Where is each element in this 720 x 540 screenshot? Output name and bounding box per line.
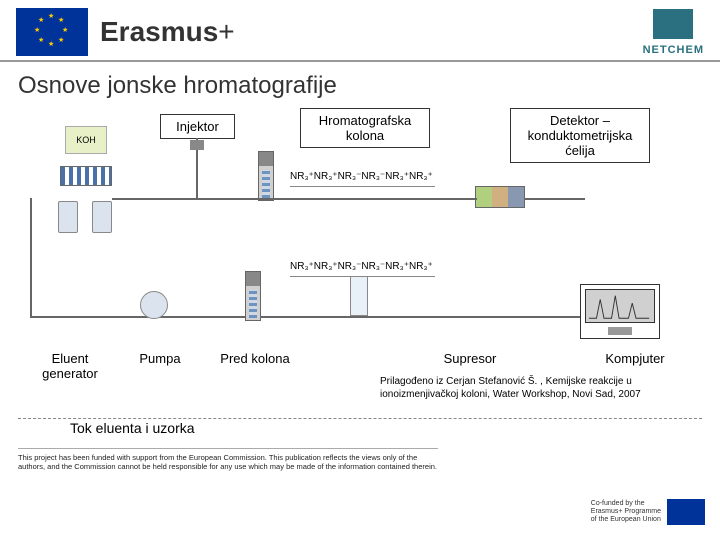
header-bar: ★ ★ ★ ★ ★ ★ ★ ★ Erasmus+ NETCHEM: [0, 0, 720, 62]
label-kolona: Hromatografska kolona: [300, 108, 430, 148]
netchem-logo: NETCHEM: [643, 9, 704, 56]
vessel-1: [58, 201, 78, 233]
divider-dashed: [18, 418, 702, 419]
netchem-text: NETCHEM: [643, 44, 704, 56]
pipe-left-down: [30, 198, 32, 318]
label-injektor: Injektor: [160, 114, 235, 139]
erasmus-logo: Erasmus+: [100, 16, 643, 48]
page-title: Osnove jonske hromatografije: [0, 62, 720, 106]
pump-icon: [140, 291, 168, 319]
label-supresor: Supresor: [430, 351, 510, 366]
eu-flag-icon: ★ ★ ★ ★ ★ ★ ★ ★: [16, 8, 88, 56]
pipe-to-detector: [525, 198, 585, 200]
eu-flag-small-icon: [667, 499, 705, 525]
injector-head: [190, 140, 204, 150]
pipe-bottom: [30, 316, 650, 318]
chromatogram-trace-icon: [586, 290, 654, 322]
eu-disclaimer: This project has been funded with suppor…: [18, 448, 438, 471]
netchem-icon: [653, 9, 693, 39]
cofunded-badge: Co-funded by the Erasmus+ Programme of t…: [591, 499, 705, 525]
label-predkolona: Pred kolona: [220, 351, 290, 366]
pipe-main-top: [112, 198, 477, 200]
suppressor-icon: [350, 276, 368, 316]
chromatography-diagram: Injektor Hromatografska kolona Detektor …: [0, 106, 720, 406]
detector-cell-icon: [475, 186, 525, 208]
label-eluent: Eluent generator: [30, 351, 110, 381]
koh-reservoir: KOH: [65, 126, 107, 154]
label-pumpa: Pumpa: [130, 351, 190, 366]
chrom-column-icon: [258, 151, 274, 201]
eluent-generator-icon: [60, 166, 112, 186]
computer-icon: [580, 284, 660, 339]
nr3-row-top: NR₃⁺NR₃⁺NR₃⁻NR₃⁻NR₃⁺NR₃⁺: [290, 171, 433, 182]
label-kompjuter: Kompjuter: [590, 351, 680, 366]
flow-caption: Tok eluenta i uzorka: [70, 420, 195, 436]
label-detektor: Detektor – konduktometrijska ćelija: [510, 108, 650, 163]
citation-text: Prilagođeno iz Cerjan Stefanović Š. , Ke…: [380, 375, 700, 401]
precolumn-icon: [245, 271, 261, 321]
nr3-row-bottom: NR₃⁺NR₃⁺NR₃⁻NR₃⁻NR₃⁺NR₃⁺: [290, 261, 433, 272]
cofunded-text: Co-funded by the Erasmus+ Programme of t…: [591, 500, 661, 523]
vessel-2: [92, 201, 112, 233]
